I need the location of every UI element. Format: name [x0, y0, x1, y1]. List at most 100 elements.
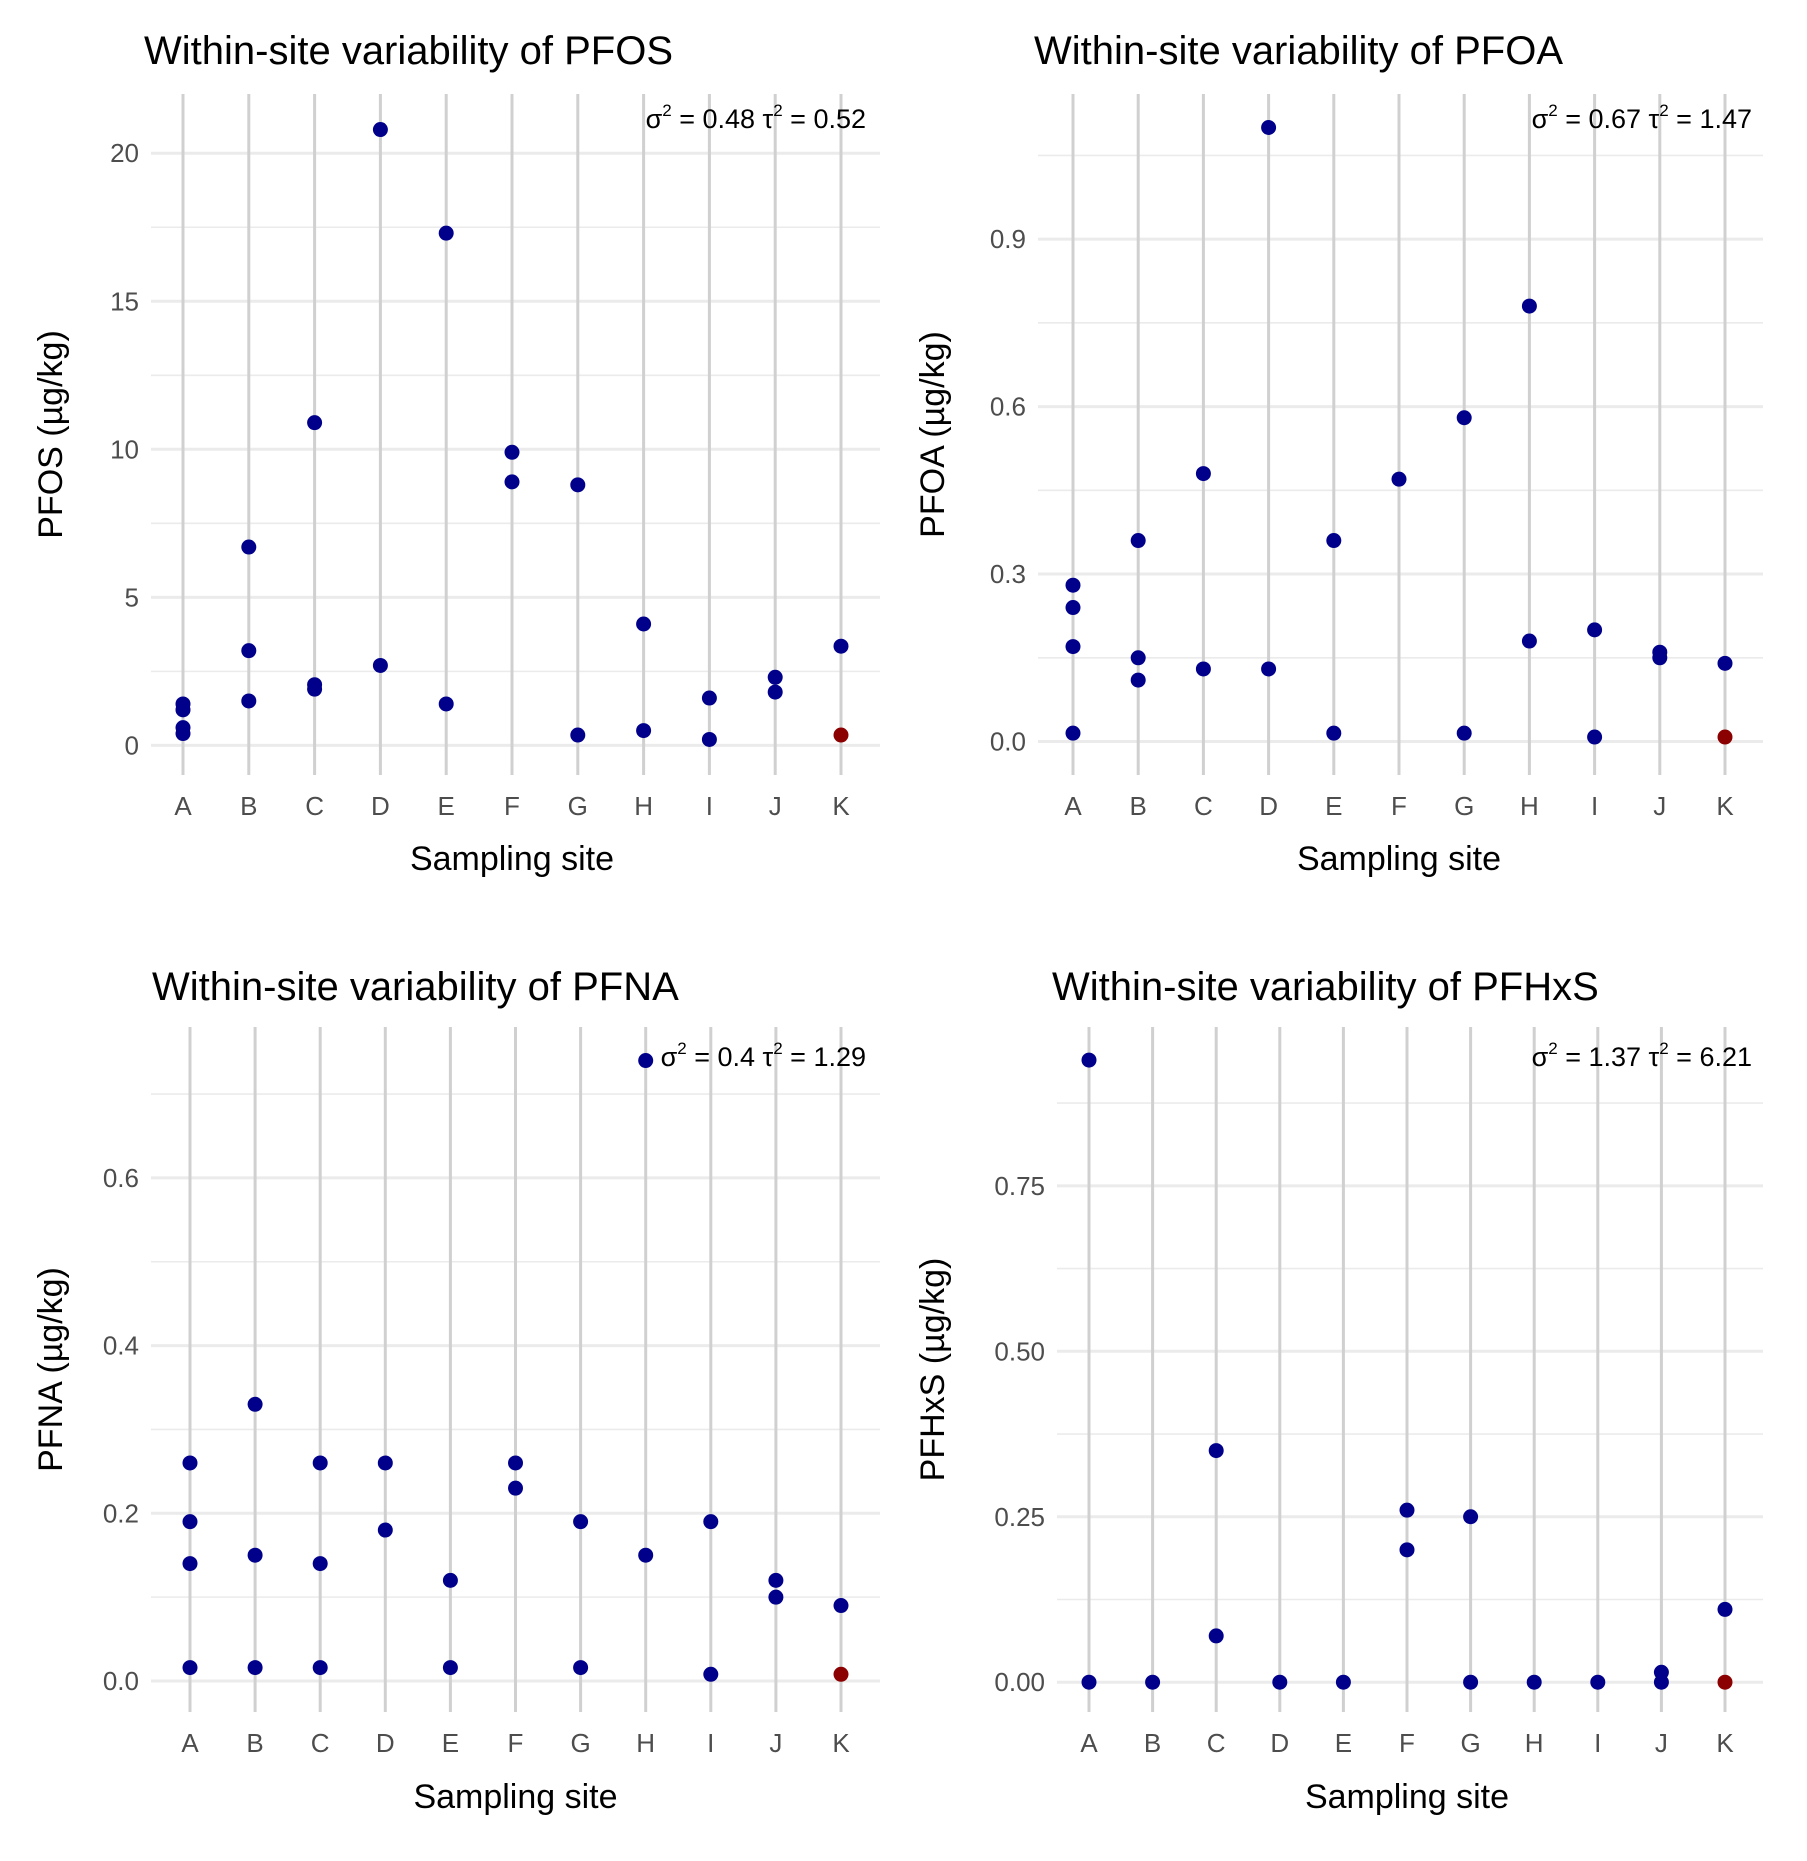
- data-point-G: [1463, 1674, 1479, 1690]
- data-point-B: [1130, 672, 1146, 688]
- x-tick-label: C: [311, 1728, 330, 1758]
- data-point-C: [312, 1660, 328, 1676]
- reference-point-K: [833, 1666, 849, 1682]
- data-point-C: [1195, 466, 1211, 482]
- x-tick-label: A: [1080, 1728, 1098, 1758]
- data-point-A: [182, 1660, 198, 1676]
- x-tick-label: C: [305, 791, 324, 821]
- data-point-H: [638, 1547, 654, 1563]
- data-point-A: [1081, 1052, 1097, 1068]
- x-tick-label: G: [1460, 1728, 1480, 1758]
- data-point-G: [1463, 1509, 1479, 1525]
- data-point-B: [1145, 1674, 1161, 1690]
- data-point-B: [1130, 650, 1146, 666]
- x-tick-label: I: [1591, 791, 1598, 821]
- y-axis-label: PFOA (µg/kg): [914, 331, 952, 538]
- data-point-F: [504, 444, 520, 460]
- x-axis-label: Sampling site: [1305, 1778, 1509, 1816]
- y-tick-label: 0.0: [103, 1666, 139, 1696]
- data-point-C: [312, 1455, 328, 1471]
- data-point-G: [1456, 725, 1472, 741]
- data-point-A: [1065, 725, 1081, 741]
- data-point-G: [570, 477, 586, 493]
- data-point-F: [508, 1480, 523, 1496]
- x-tick-label: D: [1259, 791, 1278, 821]
- grid: [1057, 1027, 1763, 1712]
- y-axis-label: PFOS (µg/kg): [32, 330, 70, 539]
- data-point-E: [1326, 533, 1342, 549]
- y-tick-label: 5: [125, 582, 139, 612]
- x-axis-label: Sampling site: [410, 840, 614, 878]
- panel-pfos: Within-site variability of PFOS Sampling…: [32, 29, 880, 878]
- data-point-C: [307, 415, 323, 431]
- x-tick-label: I: [706, 791, 713, 821]
- reference-point-K: [1717, 1674, 1733, 1690]
- x-tick-label: H: [1520, 791, 1539, 821]
- data-point-B: [241, 539, 257, 555]
- data-point-J: [1652, 650, 1668, 666]
- data-point-G: [573, 1660, 589, 1676]
- panel-pfoa: Within-site variability of PFOA Sampling…: [914, 29, 1763, 878]
- data-point-D: [377, 1522, 393, 1538]
- data-point-D: [377, 1455, 393, 1471]
- x-tick-label: B: [1144, 1728, 1161, 1758]
- panel-title: Within-site variability of PFHxS: [1052, 965, 1599, 1009]
- data-point-K: [833, 638, 849, 654]
- data-point-F: [1399, 1502, 1415, 1518]
- x-tick-label: J: [769, 1728, 782, 1758]
- data-point-G: [570, 727, 586, 743]
- data-point-E: [1326, 725, 1342, 741]
- data-point-J: [767, 684, 783, 700]
- y-tick-label: 0.4: [103, 1331, 139, 1361]
- x-tick-label: A: [1064, 791, 1082, 821]
- data-point-B: [247, 1396, 263, 1412]
- y-tick-label: 0.75: [994, 1171, 1045, 1201]
- data-point-B: [247, 1660, 263, 1676]
- y-tick-label: 0.50: [994, 1336, 1045, 1366]
- data-point-J: [767, 669, 783, 685]
- data-point-A: [1065, 577, 1081, 593]
- y-tick-label: 0: [125, 730, 139, 760]
- data-point-B: [247, 1547, 263, 1563]
- x-axis-label: Sampling site: [413, 1778, 617, 1816]
- panel-title: Within-site variability of PFOS: [144, 29, 673, 73]
- data-point-D: [1261, 661, 1277, 677]
- x-tick-label: K: [832, 791, 850, 821]
- x-tick-label: E: [442, 1728, 459, 1758]
- data-point-I: [701, 690, 717, 706]
- x-tick-label: J: [1655, 1728, 1668, 1758]
- data-point-A: [175, 702, 191, 718]
- data-point-C: [307, 681, 323, 697]
- x-tick-label: D: [376, 1728, 395, 1758]
- y-axis-label: PFHxS (µg/kg): [914, 1258, 952, 1482]
- data-point-H: [636, 723, 652, 739]
- y-tick-label: 0.2: [103, 1498, 139, 1528]
- data-point-A: [182, 1514, 198, 1530]
- data-point-A: [1065, 639, 1081, 655]
- x-tick-label: K: [1716, 791, 1734, 821]
- data-point-F: [508, 1455, 523, 1471]
- x-tick-label: E: [438, 791, 455, 821]
- data-point-A: [1081, 1674, 1097, 1690]
- data-point-C: [1208, 1628, 1224, 1644]
- x-tick-label: K: [832, 1728, 850, 1758]
- panel-title: Within-site variability of PFOA: [1034, 29, 1563, 73]
- data-point-J: [1653, 1674, 1669, 1690]
- data-point-B: [241, 693, 257, 709]
- data-point-K: [1717, 655, 1733, 671]
- y-tick-label: 0.3: [990, 559, 1026, 589]
- reference-point-K: [1717, 729, 1733, 745]
- x-tick-label: F: [508, 1728, 524, 1758]
- data-point-I: [1590, 1674, 1606, 1690]
- grid: [1038, 94, 1763, 775]
- data-point-I: [1587, 622, 1603, 638]
- data-point-A: [175, 726, 191, 742]
- data-point-E: [1335, 1674, 1351, 1690]
- x-tick-label: H: [634, 791, 653, 821]
- x-tick-label: I: [707, 1728, 714, 1758]
- x-tick-label: C: [1194, 791, 1213, 821]
- x-tick-label: I: [1594, 1728, 1601, 1758]
- data-point-D: [1261, 119, 1277, 135]
- y-axis-label: PFNA (µg/kg): [32, 1267, 70, 1472]
- data-point-E: [442, 1660, 458, 1676]
